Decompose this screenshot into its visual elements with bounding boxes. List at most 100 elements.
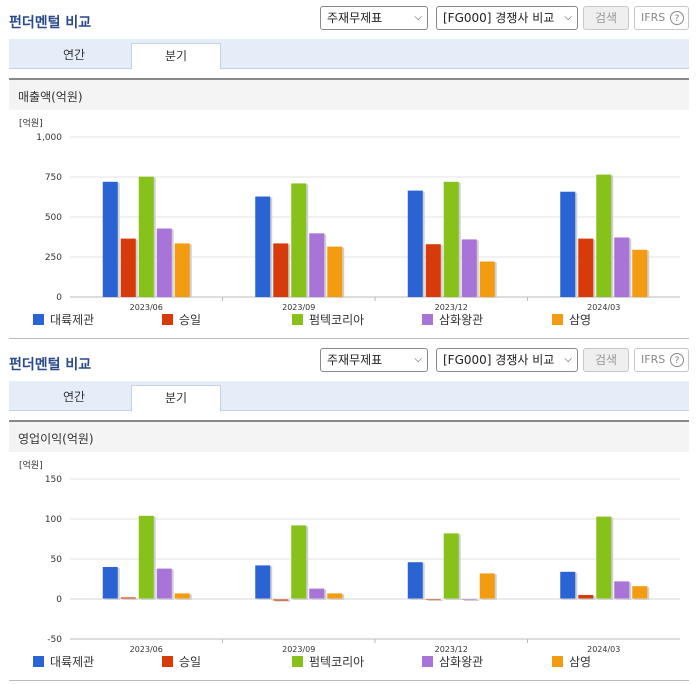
chart-title: 매출액(억원) <box>18 90 83 104</box>
tab-quarterly[interactable]: 분기 <box>131 385 221 412</box>
legend-swatch <box>33 314 44 325</box>
tab-quarterly[interactable]: 분기 <box>131 43 221 70</box>
fundamental-panel-revenue: 펀더멘털 비교 주재무제표 ⌵ [FG000] 경쟁사 비교 ⌵ 검색 IFRS… <box>0 0 696 339</box>
x-tick-label: 2023/06 <box>130 303 163 312</box>
x-tick-label: 2023/12 <box>435 645 468 654</box>
bar <box>120 238 136 297</box>
x-tick-label: 2024/03 <box>587 645 620 654</box>
chevron-down-icon: ⌵ <box>564 12 572 23</box>
ifrs-label: IFRS <box>641 353 666 366</box>
bar <box>102 567 118 599</box>
x-tick-label: 2024/03 <box>587 303 620 312</box>
chart-header: 매출액(억원) <box>9 78 689 110</box>
x-tick-label: 2023/09 <box>282 645 315 654</box>
legend-swatch <box>422 314 433 325</box>
statement-select[interactable]: 주재무제표 ⌵ <box>320 6 428 30</box>
bar <box>407 562 423 599</box>
bar <box>425 244 441 297</box>
bar <box>578 238 594 297</box>
bar <box>156 568 172 599</box>
chevron-down-icon: ⌵ <box>414 12 422 23</box>
y-tick-label: 50 <box>51 555 63 565</box>
competitor-select[interactable]: [FG000] 경쟁사 비교 ⌵ <box>436 348 578 372</box>
search-button[interactable]: 검색 <box>583 6 629 30</box>
operating-profit-chart: [억원] -50 0 50 100 150 2023/06 2023/09 2023/12 202… <box>19 459 680 669</box>
bar <box>174 243 190 297</box>
bar <box>138 515 154 599</box>
legend-label: 승일 <box>179 655 201 669</box>
bar <box>120 597 136 599</box>
legend-label: 삼영 <box>569 655 591 669</box>
competitor-select[interactable]: [FG000] 경쟁사 비교 ⌵ <box>436 6 578 30</box>
bar <box>560 571 576 599</box>
bar-shadow <box>427 600 443 601</box>
legend-label: 대륙제관 <box>50 313 94 327</box>
bar <box>291 525 307 599</box>
bar <box>614 581 630 599</box>
question-icon: ? <box>670 353 684 367</box>
bar <box>327 593 343 599</box>
y-tick-label: 500 <box>45 213 62 223</box>
chart-header: 영업이익(억원) <box>9 420 689 452</box>
legend-swatch <box>162 314 173 325</box>
legend-label: 삼영 <box>569 313 591 327</box>
x-tick-label: 2023/12 <box>435 303 468 312</box>
bar <box>407 190 423 297</box>
legend-label: 대륙제관 <box>50 655 94 669</box>
bar <box>273 243 289 297</box>
bar <box>174 593 190 599</box>
revenue-chart: [억원] 0 250 500 750 1,000 2023/06 2023/09 2023/12… <box>19 117 680 327</box>
y-tick-label: 150 <box>45 475 62 485</box>
bar <box>327 246 343 297</box>
y-tick-label: 750 <box>45 173 62 183</box>
tab-annual[interactable]: 연간 <box>62 390 86 404</box>
bar <box>255 196 271 297</box>
legend-swatch <box>162 656 173 667</box>
legend-label: 펌텍코리아 <box>309 655 364 669</box>
bar <box>614 237 630 297</box>
y-tick-label: 250 <box>45 253 62 263</box>
y-tick-label: 1,000 <box>36 133 62 143</box>
bar <box>102 181 118 297</box>
legend-label: 삼화왕관 <box>439 313 483 327</box>
bar <box>461 239 477 297</box>
search-button[interactable]: 검색 <box>583 348 629 372</box>
bar <box>596 516 612 599</box>
question-icon: ? <box>670 11 684 25</box>
chart-title: 영업이익(억원) <box>18 432 94 446</box>
tab-annual[interactable]: 연간 <box>62 48 86 62</box>
competitor-select-value: [FG000] 경쟁사 비교 <box>443 353 555 367</box>
bar-shadow <box>463 600 479 601</box>
competitor-select-value: [FG000] 경쟁사 비교 <box>443 11 555 25</box>
period-tabs: 연간 분기 <box>9 39 689 70</box>
divider <box>9 680 689 681</box>
bar <box>578 595 594 599</box>
bar <box>138 176 154 297</box>
y-tick-label: -50 <box>47 635 62 645</box>
legend-swatch <box>552 314 563 325</box>
legend-label: 승일 <box>179 313 201 327</box>
bar <box>255 565 271 599</box>
y-axis-unit-label: [억원] <box>19 459 43 471</box>
ifrs-help-button[interactable]: IFRS ? <box>634 6 689 30</box>
panel-header: 펀더멘털 비교 주재무제표 ⌵ [FG000] 경쟁사 비교 ⌵ 검색 IFRS… <box>0 0 696 38</box>
legend-label: 펌텍코리아 <box>309 313 364 327</box>
statement-select-value: 주재무제표 <box>327 353 383 367</box>
legend-swatch <box>292 314 303 325</box>
bar <box>309 588 325 599</box>
x-tick-label: 2023/09 <box>282 303 315 312</box>
panel-header: 펀더멘털 비교 주재무제표 ⌵ [FG000] 경쟁사 비교 ⌵ 검색 IFRS… <box>0 342 696 380</box>
legend-swatch <box>422 656 433 667</box>
legend-swatch <box>292 656 303 667</box>
period-tabs: 연간 분기 <box>9 381 689 412</box>
statement-select-value: 주재무제표 <box>327 11 383 25</box>
y-tick-label: 0 <box>56 293 62 303</box>
bar <box>273 599 289 601</box>
bar <box>291 183 307 297</box>
statement-select[interactable]: 주재무제표 ⌵ <box>320 348 428 372</box>
y-tick-label: 0 <box>56 595 62 605</box>
divider <box>9 338 689 339</box>
bar <box>443 181 459 297</box>
ifrs-help-button[interactable]: IFRS ? <box>634 348 689 372</box>
legend-swatch <box>552 656 563 667</box>
